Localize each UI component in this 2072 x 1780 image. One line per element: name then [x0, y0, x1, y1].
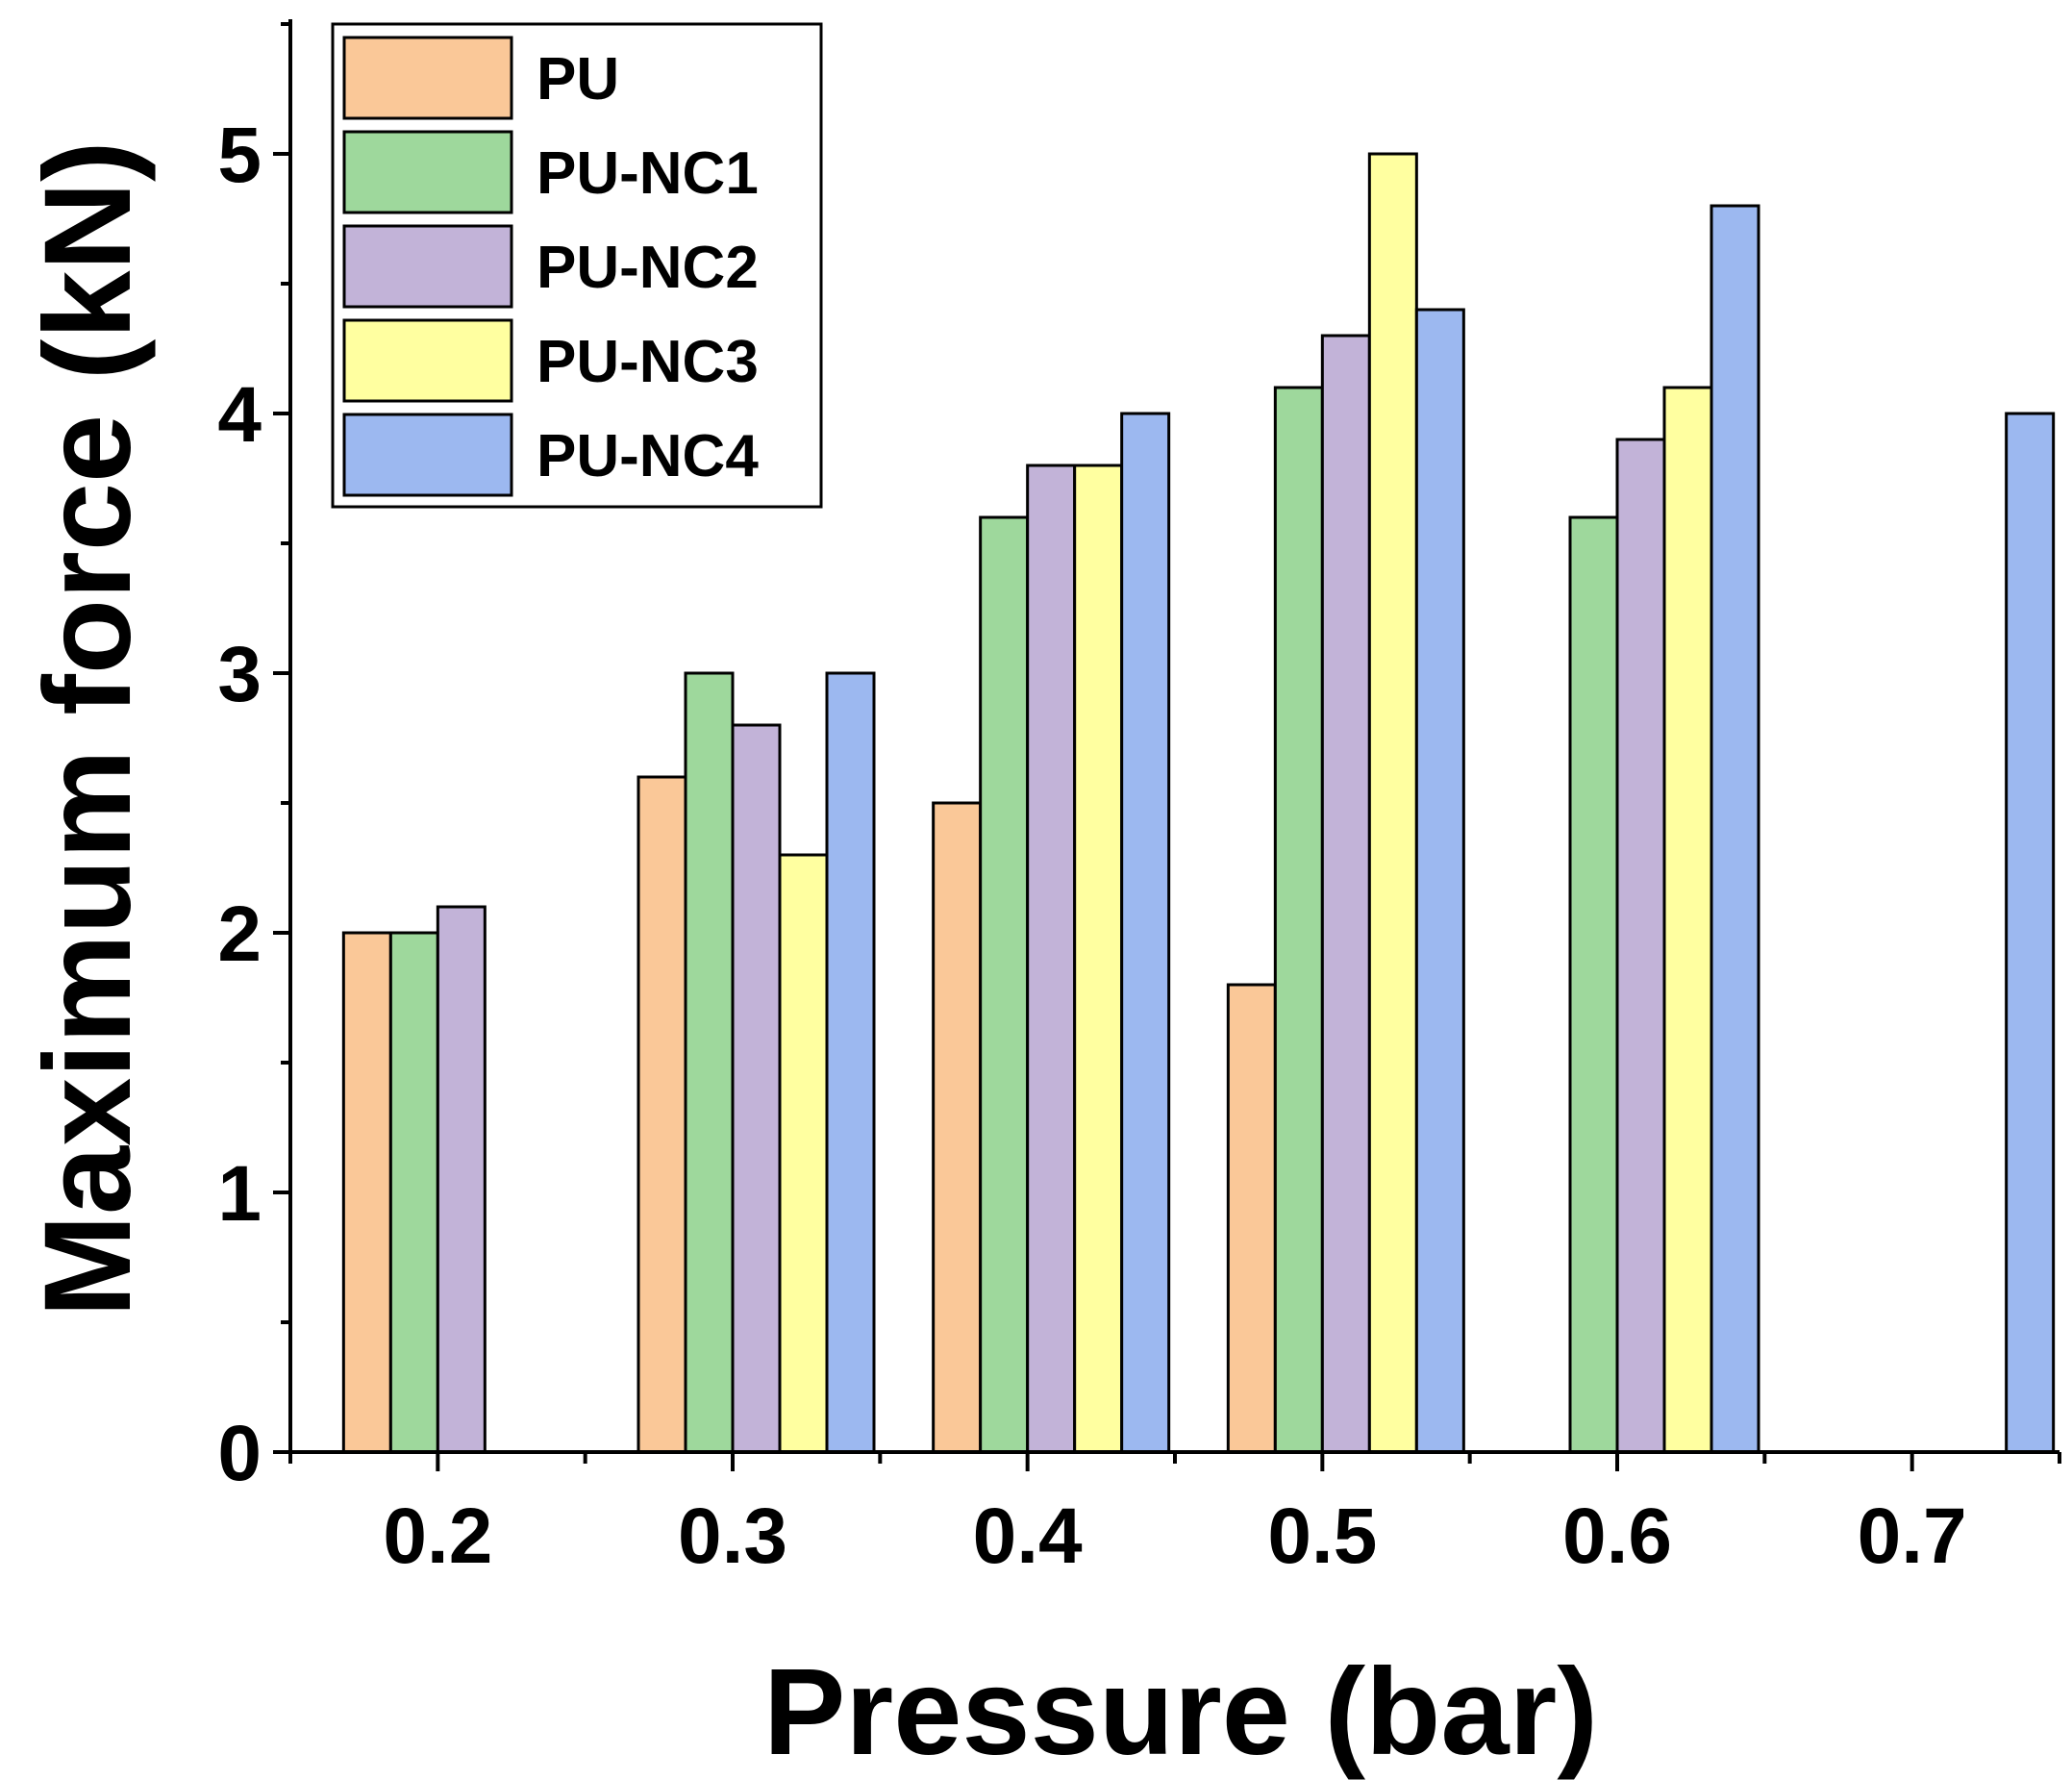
legend: PU PU-NC1 PU-NC2 PU-NC3 PU-NC4 [331, 22, 823, 509]
bar-pu-nc2-0.4 [1026, 464, 1077, 1454]
x-tick-label: 0.7 [1858, 1492, 1967, 1580]
y-tick-label: 1 [217, 1150, 262, 1238]
bar-pu-0.2 [341, 931, 392, 1454]
legend-swatch-pu [342, 36, 513, 120]
y-axis-title: Maximum force (kN) [19, 140, 157, 1316]
x-tick-label: 0.2 [383, 1492, 492, 1580]
bar-pu-nc4-0.5 [1414, 308, 1465, 1454]
bar-pu-nc3-0.6 [1662, 386, 1713, 1454]
bar-pu-nc4-0.6 [1710, 204, 1760, 1454]
x-axis-title: Pressure (bar) [763, 1643, 1598, 1780]
legend-label-pu-nc3: PU-NC3 [537, 329, 759, 395]
bars-group [341, 152, 2056, 1454]
legend-label-pu-nc1: PU-NC1 [537, 140, 759, 207]
x-tick-label: 0.5 [1267, 1492, 1377, 1580]
x-tick-label: 0.6 [1562, 1492, 1672, 1580]
bar-pu-nc2-0.3 [731, 723, 782, 1454]
y-tick-label: 3 [217, 631, 262, 718]
y-tick-label: 4 [217, 371, 262, 459]
bar-pu-nc2-0.5 [1320, 334, 1371, 1454]
bar-pu-nc3-0.3 [778, 853, 829, 1454]
bar-pu-nc2-0.2 [436, 905, 487, 1454]
legend-label-pu-nc2: PU-NC2 [537, 235, 759, 301]
y-tick-label: 2 [217, 890, 262, 978]
legend-swatch-pu-nc4 [342, 413, 513, 497]
x-tick-label: 0.3 [678, 1492, 787, 1580]
ticks-group: 0 1 2 3 4 5 0.2 0.3 0.4 0.5 0.6 0.7 [217, 22, 2061, 1580]
bar-pu-nc1-0.6 [1568, 515, 1619, 1454]
bar-pu-nc4-0.4 [1120, 412, 1171, 1454]
legend-swatch-pu-nc2 [342, 224, 513, 309]
legend-swatch-pu-nc3 [342, 318, 513, 403]
bar-pu-0.4 [932, 801, 983, 1454]
bar-pu-nc1-0.5 [1273, 386, 1324, 1454]
bar-pu-nc1-0.2 [388, 931, 439, 1454]
x-tick-label: 0.4 [973, 1492, 1083, 1580]
legend-swatch-pu-nc1 [342, 130, 513, 214]
bar-pu-nc2-0.6 [1615, 438, 1666, 1454]
bar-pu-nc4-0.7 [2005, 412, 2056, 1454]
y-tick-label: 5 [217, 112, 262, 199]
bar-pu-nc3-0.5 [1367, 152, 1418, 1454]
bar-pu-nc3-0.4 [1073, 464, 1124, 1454]
y-tick-label: 0 [217, 1410, 262, 1497]
bar-pu-nc1-0.3 [684, 671, 735, 1454]
bar-pu-0.5 [1226, 983, 1277, 1454]
bar-pu-nc1-0.4 [979, 515, 1030, 1454]
bar-pu-0.3 [637, 775, 687, 1454]
legend-label-pu-nc4: PU-NC4 [537, 423, 759, 489]
bar-pu-nc4-0.3 [825, 671, 876, 1454]
legend-label-pu: PU [537, 46, 619, 113]
